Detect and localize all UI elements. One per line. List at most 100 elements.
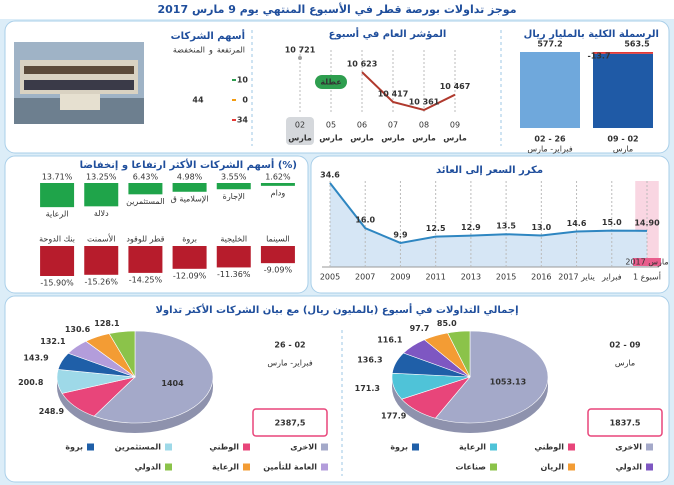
- category-label: 09 - 02: [607, 135, 638, 144]
- loss-bar: [260, 246, 295, 264]
- panel-title: أسهم الشركات: [171, 29, 245, 42]
- x-tick-sublabel: مارس: [350, 134, 374, 144]
- value-label: 10 417: [378, 89, 409, 98]
- annotation-pill: [315, 75, 347, 89]
- category-label: قطر للوقود: [126, 235, 164, 244]
- value-label: 85.0: [437, 319, 457, 328]
- pie-slice: [447, 330, 471, 378]
- x-tick-label: أسبوع 1: [633, 272, 661, 282]
- legend-label: الوطني: [209, 443, 239, 452]
- pie-slice: [434, 330, 549, 424]
- value-label: 34.6: [320, 171, 340, 180]
- value-label: 14.6: [567, 219, 587, 228]
- category-label: ودام: [271, 188, 286, 197]
- x-tick-label: 02: [295, 121, 305, 130]
- x-tick-sublabel: مارس: [319, 134, 343, 144]
- value-label: 10 467: [440, 82, 471, 91]
- loss-bar: [128, 246, 163, 273]
- value-label: 14.90: [634, 218, 660, 227]
- category-label: الرعاية: [46, 210, 69, 219]
- value-label: -9.09%: [264, 266, 293, 275]
- period: 02 - 09: [609, 341, 641, 350]
- x-tick-label: 07: [388, 121, 398, 130]
- x-tick-sublabel: مارس: [443, 134, 467, 144]
- subtitle-part: المنخفضة: [173, 46, 205, 55]
- panel-title: مكرر السعر إلى العائد: [436, 165, 543, 176]
- x-tick-label: 09: [450, 121, 460, 130]
- annotation: عطلة: [320, 78, 341, 87]
- line: [361, 71, 456, 112]
- category-label: 02 - 26: [534, 135, 566, 144]
- legend-label: بروة: [390, 443, 408, 452]
- category-label: السينما: [266, 235, 290, 244]
- legend-label: الاخرى: [615, 443, 642, 452]
- value-label: 171.3: [355, 384, 380, 393]
- category-sublabel: مارس: [613, 145, 633, 154]
- value-label: 12.5: [426, 224, 446, 233]
- value-label: -15.26%: [85, 277, 119, 286]
- legend-label: الرعاية: [459, 443, 486, 452]
- category-label: المستثمرين: [126, 197, 165, 206]
- value-label: 143.9: [23, 354, 49, 363]
- legend-swatch: [568, 463, 575, 471]
- value-label: 3.55%: [221, 173, 247, 182]
- legend-label: بروة: [65, 443, 83, 452]
- count-down: 34: [237, 116, 249, 125]
- category-label: دلالة: [94, 209, 109, 218]
- value-label: 16.0: [355, 216, 375, 225]
- value-label: 248.9: [39, 407, 65, 416]
- page-title: موجز تداولات بورصة قطر في الأسبوع المنته…: [157, 2, 516, 16]
- building-photo: [14, 42, 144, 124]
- value-label: 13.71%: [42, 173, 73, 182]
- value-label: 10 623: [347, 60, 378, 69]
- value-label: 97.7: [410, 324, 430, 333]
- category-sublabel: فبراير- مارس: [527, 145, 572, 154]
- x-tick-label: 05: [326, 121, 336, 130]
- period: 26 - 02: [274, 341, 305, 350]
- legend-swatch: [165, 443, 172, 451]
- value-label: 563.5: [624, 40, 650, 49]
- legend-label: الرعاية: [212, 463, 239, 472]
- panel-title: الرسملة الكلية بالمليار ريال: [524, 29, 659, 40]
- value-label: 10 721: [285, 46, 316, 55]
- category-label: الخليجية: [220, 235, 247, 244]
- panel-title: المؤشر العام في أسبوع: [329, 27, 447, 40]
- value-label: -14.25%: [129, 275, 163, 284]
- value-label: 1053.13: [490, 378, 526, 387]
- value-label: 1.62%: [265, 173, 291, 182]
- value-label: 15.0: [602, 218, 622, 227]
- value-label: 9.9: [393, 230, 408, 239]
- legend-label: صناعات: [455, 463, 486, 472]
- period-sublabel: فبراير- مارس: [267, 359, 312, 368]
- legend-label: المستثمرين: [115, 443, 162, 452]
- category-label: الإجارة: [223, 192, 245, 202]
- legend-swatch: [646, 463, 653, 471]
- value-label: 200.8: [18, 378, 44, 387]
- value-label: -15.90%: [40, 279, 74, 288]
- category-label: بروة: [182, 235, 197, 244]
- x-tick-label: 2011: [425, 273, 445, 282]
- x-tick-label: 06: [357, 121, 367, 130]
- change-bar: [593, 52, 653, 54]
- total: 2387,5: [275, 419, 306, 428]
- loss-bar: [84, 246, 119, 275]
- value-label: 128.1: [94, 319, 120, 328]
- value-label: 13.0: [531, 223, 551, 232]
- x-tick-label: يناير 2017: [558, 273, 595, 282]
- x-tick-label: فبراير: [601, 273, 622, 282]
- gain-bar: [216, 183, 251, 190]
- x-tick-sublabel: مارس: [381, 134, 405, 144]
- legend-swatch: [490, 443, 497, 451]
- x-tick-label: 2007: [355, 273, 375, 282]
- value-label: 12.9: [461, 223, 481, 232]
- annotation-box: [633, 258, 661, 266]
- value-label: 130.6: [65, 325, 91, 334]
- total: 1837.5: [610, 419, 641, 428]
- legend-swatch: [165, 463, 172, 471]
- line: [329, 182, 648, 245]
- x-tick-sublabel: مارس: [412, 134, 436, 144]
- date-highlight: [286, 117, 314, 145]
- legend-label: الوطني: [534, 443, 564, 452]
